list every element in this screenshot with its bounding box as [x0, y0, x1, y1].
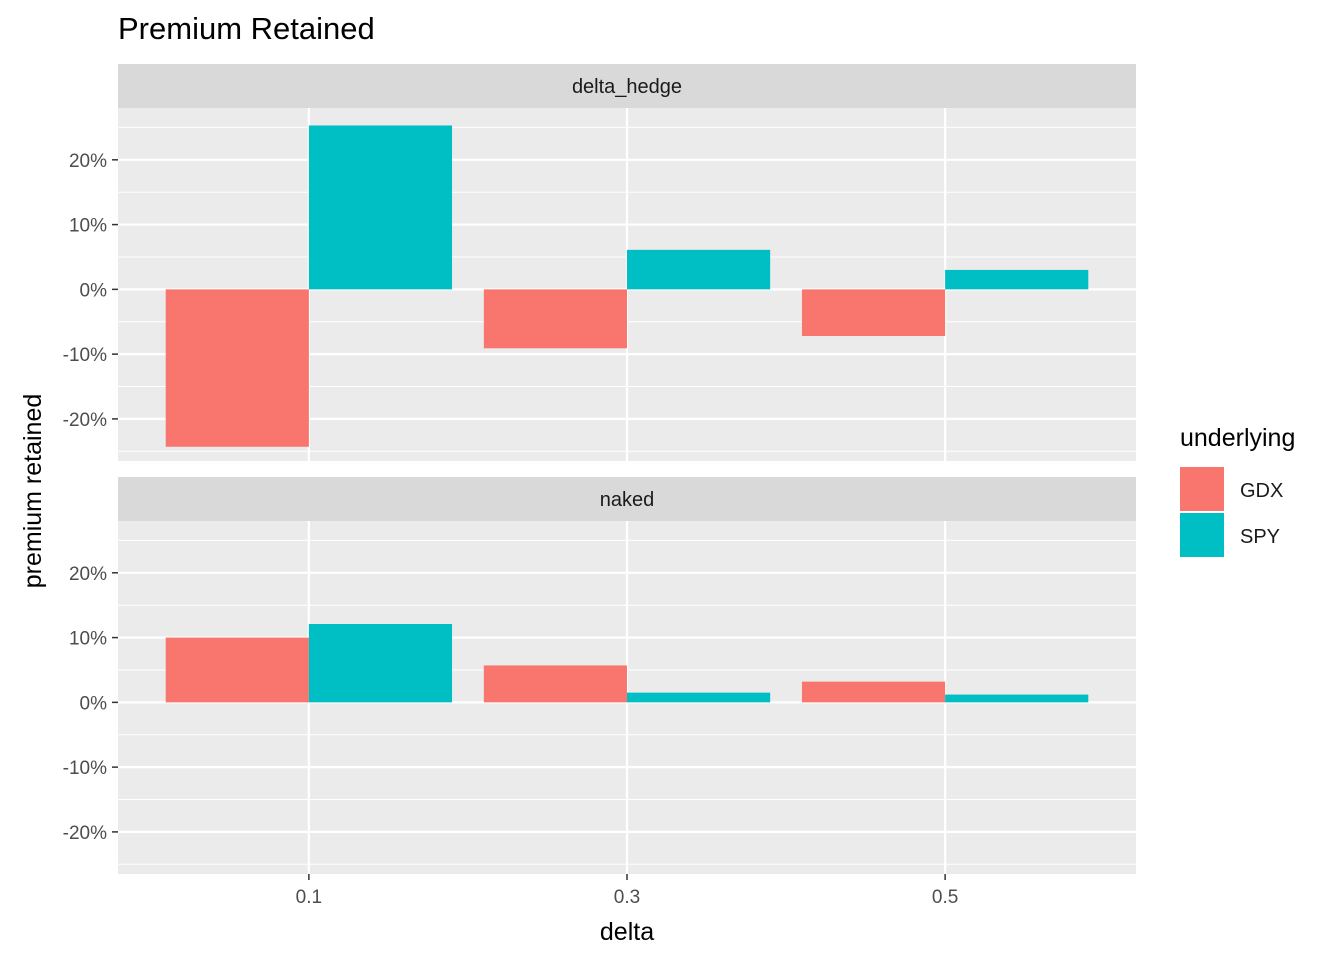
y-tick-label: -20%: [63, 823, 107, 844]
chart-title: Premium Retained: [118, 11, 375, 46]
y-tick-label: 0%: [80, 693, 108, 714]
bar-gdx-0.3: [483, 665, 627, 703]
bar-spy-0.3: [627, 692, 771, 703]
y-tick-label: -20%: [63, 410, 107, 431]
y-tick-label: -10%: [63, 345, 107, 366]
bar-spy-0.5: [945, 694, 1089, 703]
strip-label: delta_hedge: [572, 76, 682, 98]
x-axis-title: delta: [600, 918, 654, 946]
legend-key-gdx: [1180, 467, 1224, 511]
y-tick-label: 0%: [80, 280, 108, 301]
panel-naked: naked -20% -10% 0% 10% 20%: [63, 477, 1136, 874]
bar-spy-0.1: [308, 125, 453, 290]
bar-gdx-0.5: [801, 681, 946, 703]
x-tick-label: 0.3: [614, 887, 640, 908]
legend-label-gdx: GDX: [1240, 480, 1283, 502]
legend-title: underlying: [1180, 424, 1295, 452]
bar-spy-0.3: [627, 249, 771, 290]
y-tick-label: 10%: [69, 629, 107, 650]
bar-gdx-0.1: [165, 289, 309, 447]
y-axis-title: premium retained: [19, 394, 47, 589]
y-tick-label: 10%: [69, 216, 107, 237]
x-tick-label: 0.1: [296, 887, 322, 908]
bar-spy-0.5: [945, 269, 1089, 290]
x-axis: 0.1 0.3 0.5: [296, 874, 958, 908]
legend-label-spy: SPY: [1240, 526, 1280, 548]
bar-gdx-0.1: [165, 637, 309, 703]
panel-delta_hedge: delta_hedge -20% -10% 0% 10% 20%: [63, 64, 1136, 461]
strip-label: naked: [600, 489, 655, 511]
legend-key-spy: [1180, 513, 1224, 557]
strip-background: [118, 477, 1136, 521]
y-tick-label: 20%: [69, 151, 107, 172]
y-tick-label: -10%: [63, 758, 107, 779]
bar-gdx-0.3: [483, 289, 627, 349]
bar-gdx-0.5: [801, 289, 946, 336]
bar-spy-0.1: [308, 623, 453, 703]
y-tick-label: 20%: [69, 564, 107, 585]
strip-background: [118, 64, 1136, 108]
x-tick-label: 0.5: [932, 887, 958, 908]
legend: underlying GDX SPY: [1180, 424, 1295, 557]
facet-panels: delta_hedge -20% -10% 0% 10% 20% naked -20% -10%…: [63, 64, 1136, 874]
